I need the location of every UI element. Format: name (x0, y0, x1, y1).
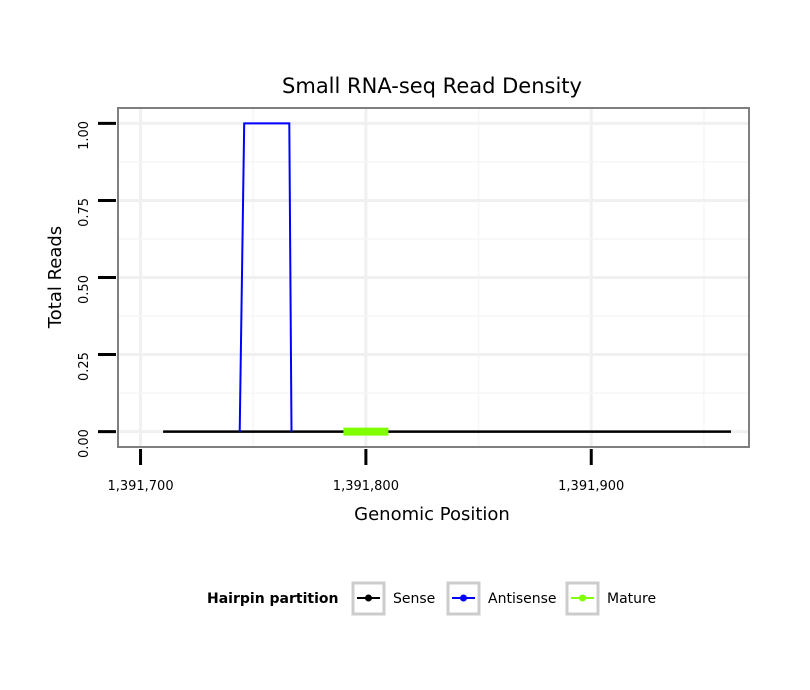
y-tick-label-1: 0.25 (77, 352, 92, 381)
legend-point-mature (579, 594, 586, 602)
series-layer (163, 122, 731, 436)
x-tick-label-1: 1,391,800 (333, 479, 399, 494)
y-tick-label-0: 0.00 (77, 429, 92, 458)
y-axis-title: Total Reads (45, 226, 66, 329)
legend-label-antisense: Antisense (488, 591, 557, 607)
legend-item-antisense: Antisense (446, 581, 557, 616)
y-axis: 0.00 0.25 0.50 0.75 1.00 (77, 121, 116, 458)
x-axis: 1,391,700 1,391,800 1,391,900 (107, 449, 624, 494)
legend-label-sense: Sense (393, 591, 435, 607)
legend-label-mature: Mature (607, 591, 656, 607)
y-tick-label-4: 1.00 (77, 121, 92, 150)
legend-item-mature: Mature (565, 581, 656, 616)
legend-title: Hairpin partition (207, 591, 338, 607)
chart-title: Small RNA-seq Read Density (282, 74, 582, 98)
series-line-antisense (238, 122, 293, 432)
legend-point-antisense (460, 594, 467, 602)
legend-item-sense: Sense (351, 581, 435, 616)
x-axis-title: Genomic Position (354, 504, 510, 525)
plot-border (117, 107, 750, 448)
y-tick-label-3: 0.75 (77, 198, 92, 227)
y-tick-label-2: 0.50 (77, 275, 92, 304)
legend-point-sense (365, 594, 372, 602)
legend: Hairpin partition Sense Antisense Mature (207, 581, 656, 616)
x-tick-label-0: 1,391,700 (107, 479, 173, 494)
x-tick-label-2: 1,391,900 (558, 479, 624, 494)
